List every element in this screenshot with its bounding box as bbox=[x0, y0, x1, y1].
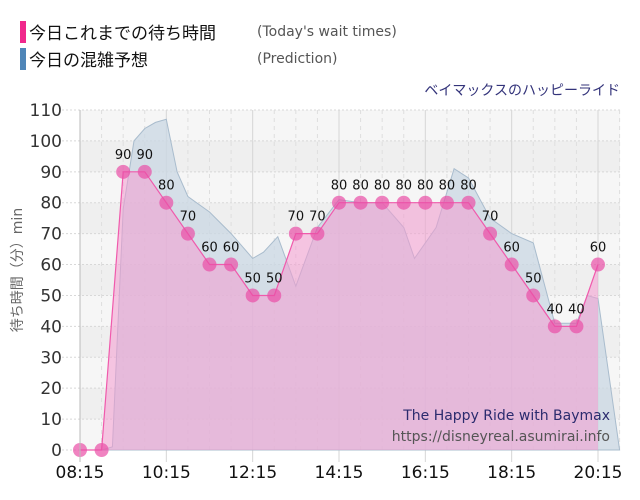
point-label: 40 bbox=[547, 302, 564, 317]
data-point bbox=[569, 319, 584, 334]
point-label: 60 bbox=[201, 241, 218, 256]
data-point bbox=[202, 257, 217, 272]
point-label: 90 bbox=[136, 148, 153, 163]
point-label: 80 bbox=[374, 179, 391, 194]
x-tick-label: 20:15 bbox=[574, 463, 623, 483]
y-tick-label: 80 bbox=[40, 194, 62, 214]
x-tick-label: 10:15 bbox=[142, 463, 191, 483]
legend-item-actual[interactable]: 今日これまでの待ち時間 (Today's wait times) bbox=[20, 18, 397, 45]
legend-label-prediction-jp: 今日の混雑予想 bbox=[29, 51, 148, 71]
point-label: 50 bbox=[525, 271, 542, 286]
x-tick-label: 12:15 bbox=[228, 463, 277, 483]
chart-title: ベイマックスのハッピーライド bbox=[424, 83, 620, 99]
data-point bbox=[137, 164, 152, 179]
legend-swatch-prediction bbox=[20, 47, 26, 70]
legend-label-actual-jp: 今日これまでの待ち時間 bbox=[29, 24, 216, 44]
data-point bbox=[483, 226, 498, 241]
point-label: 70 bbox=[288, 210, 305, 225]
y-tick-label: 50 bbox=[40, 286, 62, 306]
point-label: 60 bbox=[503, 241, 520, 256]
data-point bbox=[504, 257, 519, 272]
actual-area bbox=[80, 171, 598, 451]
legend-swatch-actual bbox=[20, 20, 26, 43]
axes: 0 10 20 30 40 50 60 70 80 90 100 110 08:15 10:15 12:15… bbox=[30, 101, 623, 483]
point-label: 80 bbox=[460, 179, 477, 194]
data-point bbox=[396, 195, 411, 210]
data-point bbox=[180, 226, 195, 241]
point-label: 80 bbox=[395, 179, 412, 194]
y-axis-label: 待ち時間（分）min bbox=[10, 208, 26, 332]
data-point bbox=[526, 288, 541, 303]
y-tick-label: 60 bbox=[40, 256, 62, 276]
x-tick-label: 14:15 bbox=[315, 463, 364, 483]
point-label: 80 bbox=[352, 179, 369, 194]
point-label: 70 bbox=[309, 210, 326, 225]
data-point bbox=[439, 195, 454, 210]
point-label: 50 bbox=[244, 271, 261, 286]
data-point bbox=[353, 195, 368, 210]
point-label: 50 bbox=[266, 271, 283, 286]
watermark-title: The Happy Ride with Baymax bbox=[402, 408, 610, 424]
data-point bbox=[288, 226, 303, 241]
legend-item-prediction[interactable]: 今日の混雑予想 (Prediction) bbox=[20, 45, 397, 72]
legend: 今日これまでの待ち時間 (Today's wait times) 今日の混雑予想… bbox=[20, 18, 397, 72]
y-tick-label: 10 bbox=[40, 410, 62, 430]
point-label: 90 bbox=[115, 148, 132, 163]
data-point bbox=[267, 288, 282, 303]
point-label: 80 bbox=[417, 179, 434, 194]
point-label: 80 bbox=[158, 179, 175, 194]
point-labels: 90 90 80 70 60 60 50 50 70 70 80 80 80 80 80 80 80 70 60 50… bbox=[115, 148, 606, 318]
point-label: 80 bbox=[439, 179, 456, 194]
data-point bbox=[224, 257, 239, 272]
data-point bbox=[591, 257, 605, 272]
point-label: 40 bbox=[568, 302, 585, 317]
data-point bbox=[94, 443, 109, 457]
data-point bbox=[245, 288, 260, 303]
y-tick-label: 110 bbox=[30, 101, 62, 121]
watermark-url: https://disneyreal.asumirai.info bbox=[392, 429, 610, 445]
data-point bbox=[332, 195, 346, 210]
y-tick-label: 20 bbox=[40, 379, 62, 399]
y-tick-label: 30 bbox=[40, 348, 62, 368]
y-tick-label: 70 bbox=[40, 225, 62, 245]
legend-label-prediction-en: (Prediction) bbox=[257, 50, 338, 67]
legend-label-actual-en: (Today's wait times) bbox=[257, 23, 397, 40]
x-tick-label: 18:15 bbox=[487, 463, 536, 483]
x-tick-label: 16:15 bbox=[401, 463, 450, 483]
y-tick-label: 100 bbox=[30, 132, 62, 152]
point-label: 70 bbox=[180, 210, 197, 225]
data-point bbox=[159, 195, 174, 210]
data-point bbox=[461, 195, 476, 210]
point-label: 80 bbox=[331, 179, 348, 194]
data-point bbox=[375, 195, 390, 210]
data-point bbox=[547, 319, 562, 334]
data-point bbox=[116, 164, 131, 179]
x-tick-label: 08:15 bbox=[56, 463, 105, 483]
y-tick-label: 90 bbox=[40, 163, 62, 183]
y-tick-label: 40 bbox=[40, 317, 62, 337]
y-tick-label: 0 bbox=[51, 441, 62, 461]
data-point bbox=[310, 226, 325, 241]
point-label: 70 bbox=[482, 210, 499, 225]
point-label: 60 bbox=[590, 241, 607, 256]
point-label: 60 bbox=[223, 241, 240, 256]
actual-series bbox=[73, 164, 605, 457]
data-point bbox=[418, 195, 433, 210]
